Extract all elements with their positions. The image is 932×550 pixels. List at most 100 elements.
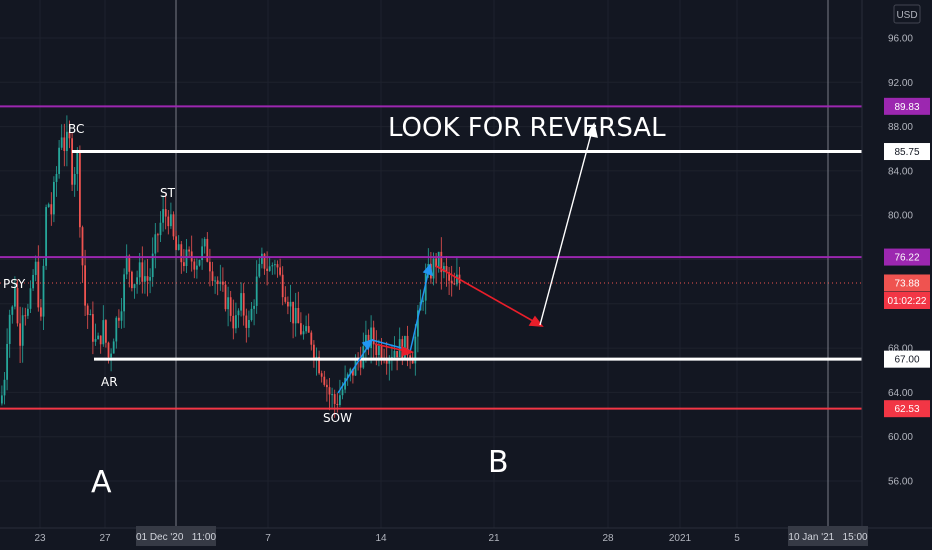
price-tick-label: 80.00: [888, 211, 913, 222]
annotation-b: B: [488, 445, 509, 480]
candle-body: [21, 315, 24, 346]
candle-body: [53, 181, 55, 215]
candle-body: [29, 288, 32, 309]
candle-body: [365, 334, 367, 347]
price-tick-label: 84.00: [888, 166, 913, 177]
candle-body: [198, 260, 201, 266]
price-level-label: 89.83: [894, 102, 919, 113]
candle-body: [71, 138, 73, 185]
candle-body: [97, 335, 99, 340]
white-reversal-arrow: [539, 122, 598, 326]
candle-body: [424, 273, 427, 301]
candle-body: [310, 332, 313, 345]
candle-body: [422, 300, 424, 302]
time-tick-label: 2021: [669, 533, 692, 544]
candle-body: [24, 315, 27, 317]
candle-body: [138, 262, 141, 278]
candle-body: [450, 280, 453, 284]
red-arrows: [374, 265, 544, 357]
candle-body: [435, 258, 437, 268]
time-tick-label: 21: [488, 533, 500, 544]
candle-body: [73, 173, 76, 185]
annotation-st: ST: [160, 186, 176, 200]
candle-body: [331, 394, 333, 396]
candle-body: [55, 173, 58, 182]
candle-body: [250, 308, 253, 321]
annotation-a: A: [91, 465, 112, 500]
price-level-badge: [884, 248, 930, 266]
candle-body: [206, 238, 209, 262]
candle-body: [313, 344, 315, 359]
candle-body: [300, 323, 302, 335]
candle-body: [242, 293, 245, 316]
candle-body: [344, 377, 346, 390]
candle-body: [201, 246, 203, 261]
candle-body: [323, 376, 326, 385]
candle-body: [209, 261, 211, 272]
candle-body: [102, 320, 105, 345]
currency-button[interactable]: [893, 4, 921, 24]
candle-body: [245, 315, 248, 328]
candle-body: [268, 266, 271, 271]
candle-body: [229, 297, 232, 316]
candle-body: [222, 281, 224, 285]
candle-body: [227, 297, 229, 310]
time-tick-label: 5: [734, 533, 740, 544]
candle-body: [60, 137, 63, 148]
red-arrowhead-short: [401, 345, 415, 357]
candle-body: [183, 262, 185, 267]
candle-body: [159, 222, 162, 236]
candle-body: [144, 276, 146, 282]
candle-body: [411, 360, 414, 364]
price-axis-level-labels: 89.83 85.75 76.22 73.88 67.00 62.53: [884, 97, 930, 418]
candle-body: [177, 244, 180, 250]
candle-body: [417, 310, 419, 337]
currency-label: USD: [896, 10, 917, 21]
candle-body: [354, 359, 357, 376]
blue-trend-arrows: [337, 263, 434, 394]
candle-body: [27, 308, 29, 316]
candle-body: [128, 255, 131, 272]
price-level-badge: [884, 350, 930, 368]
time-axis-panel[interactable]: [0, 528, 932, 550]
candle-body: [440, 251, 443, 273]
candle-body: [287, 301, 289, 307]
candle-body: [6, 343, 8, 380]
candle-body: [372, 327, 375, 345]
candle-body: [92, 314, 94, 342]
candle-body: [175, 236, 177, 250]
candle-body: [406, 335, 409, 356]
candle-body: [125, 255, 128, 275]
candle-body: [131, 271, 133, 289]
candles: [1, 115, 461, 418]
candle-body: [385, 359, 388, 364]
candle-body: [112, 341, 115, 354]
candle-body: [261, 253, 263, 264]
candle-body: [196, 265, 198, 270]
candle-body: [248, 320, 250, 328]
candle-body: [151, 253, 154, 278]
grid: [0, 0, 862, 528]
annotation-psy: PSY: [3, 277, 26, 291]
candle-body: [136, 277, 138, 285]
candle-body: [279, 267, 281, 275]
candle-body: [8, 314, 11, 344]
crosshair-time-badge-right: [788, 526, 868, 546]
price-tick-label: 96.00: [888, 34, 913, 45]
price-tick-label: 68.00: [888, 344, 913, 355]
candle-body: [16, 288, 19, 324]
candle-body: [359, 360, 362, 368]
candle-body: [84, 265, 86, 306]
annotation-bc: BC: [68, 122, 84, 136]
candle-body: [341, 389, 344, 396]
candle-body: [297, 307, 300, 324]
candle-body: [170, 214, 172, 227]
candle-body: [320, 373, 323, 377]
price-level-label: 73.88: [894, 278, 919, 289]
candle-body: [146, 276, 149, 281]
red-arrow-long: [435, 265, 541, 326]
candle-body: [149, 277, 151, 281]
candle-body: [133, 284, 136, 289]
